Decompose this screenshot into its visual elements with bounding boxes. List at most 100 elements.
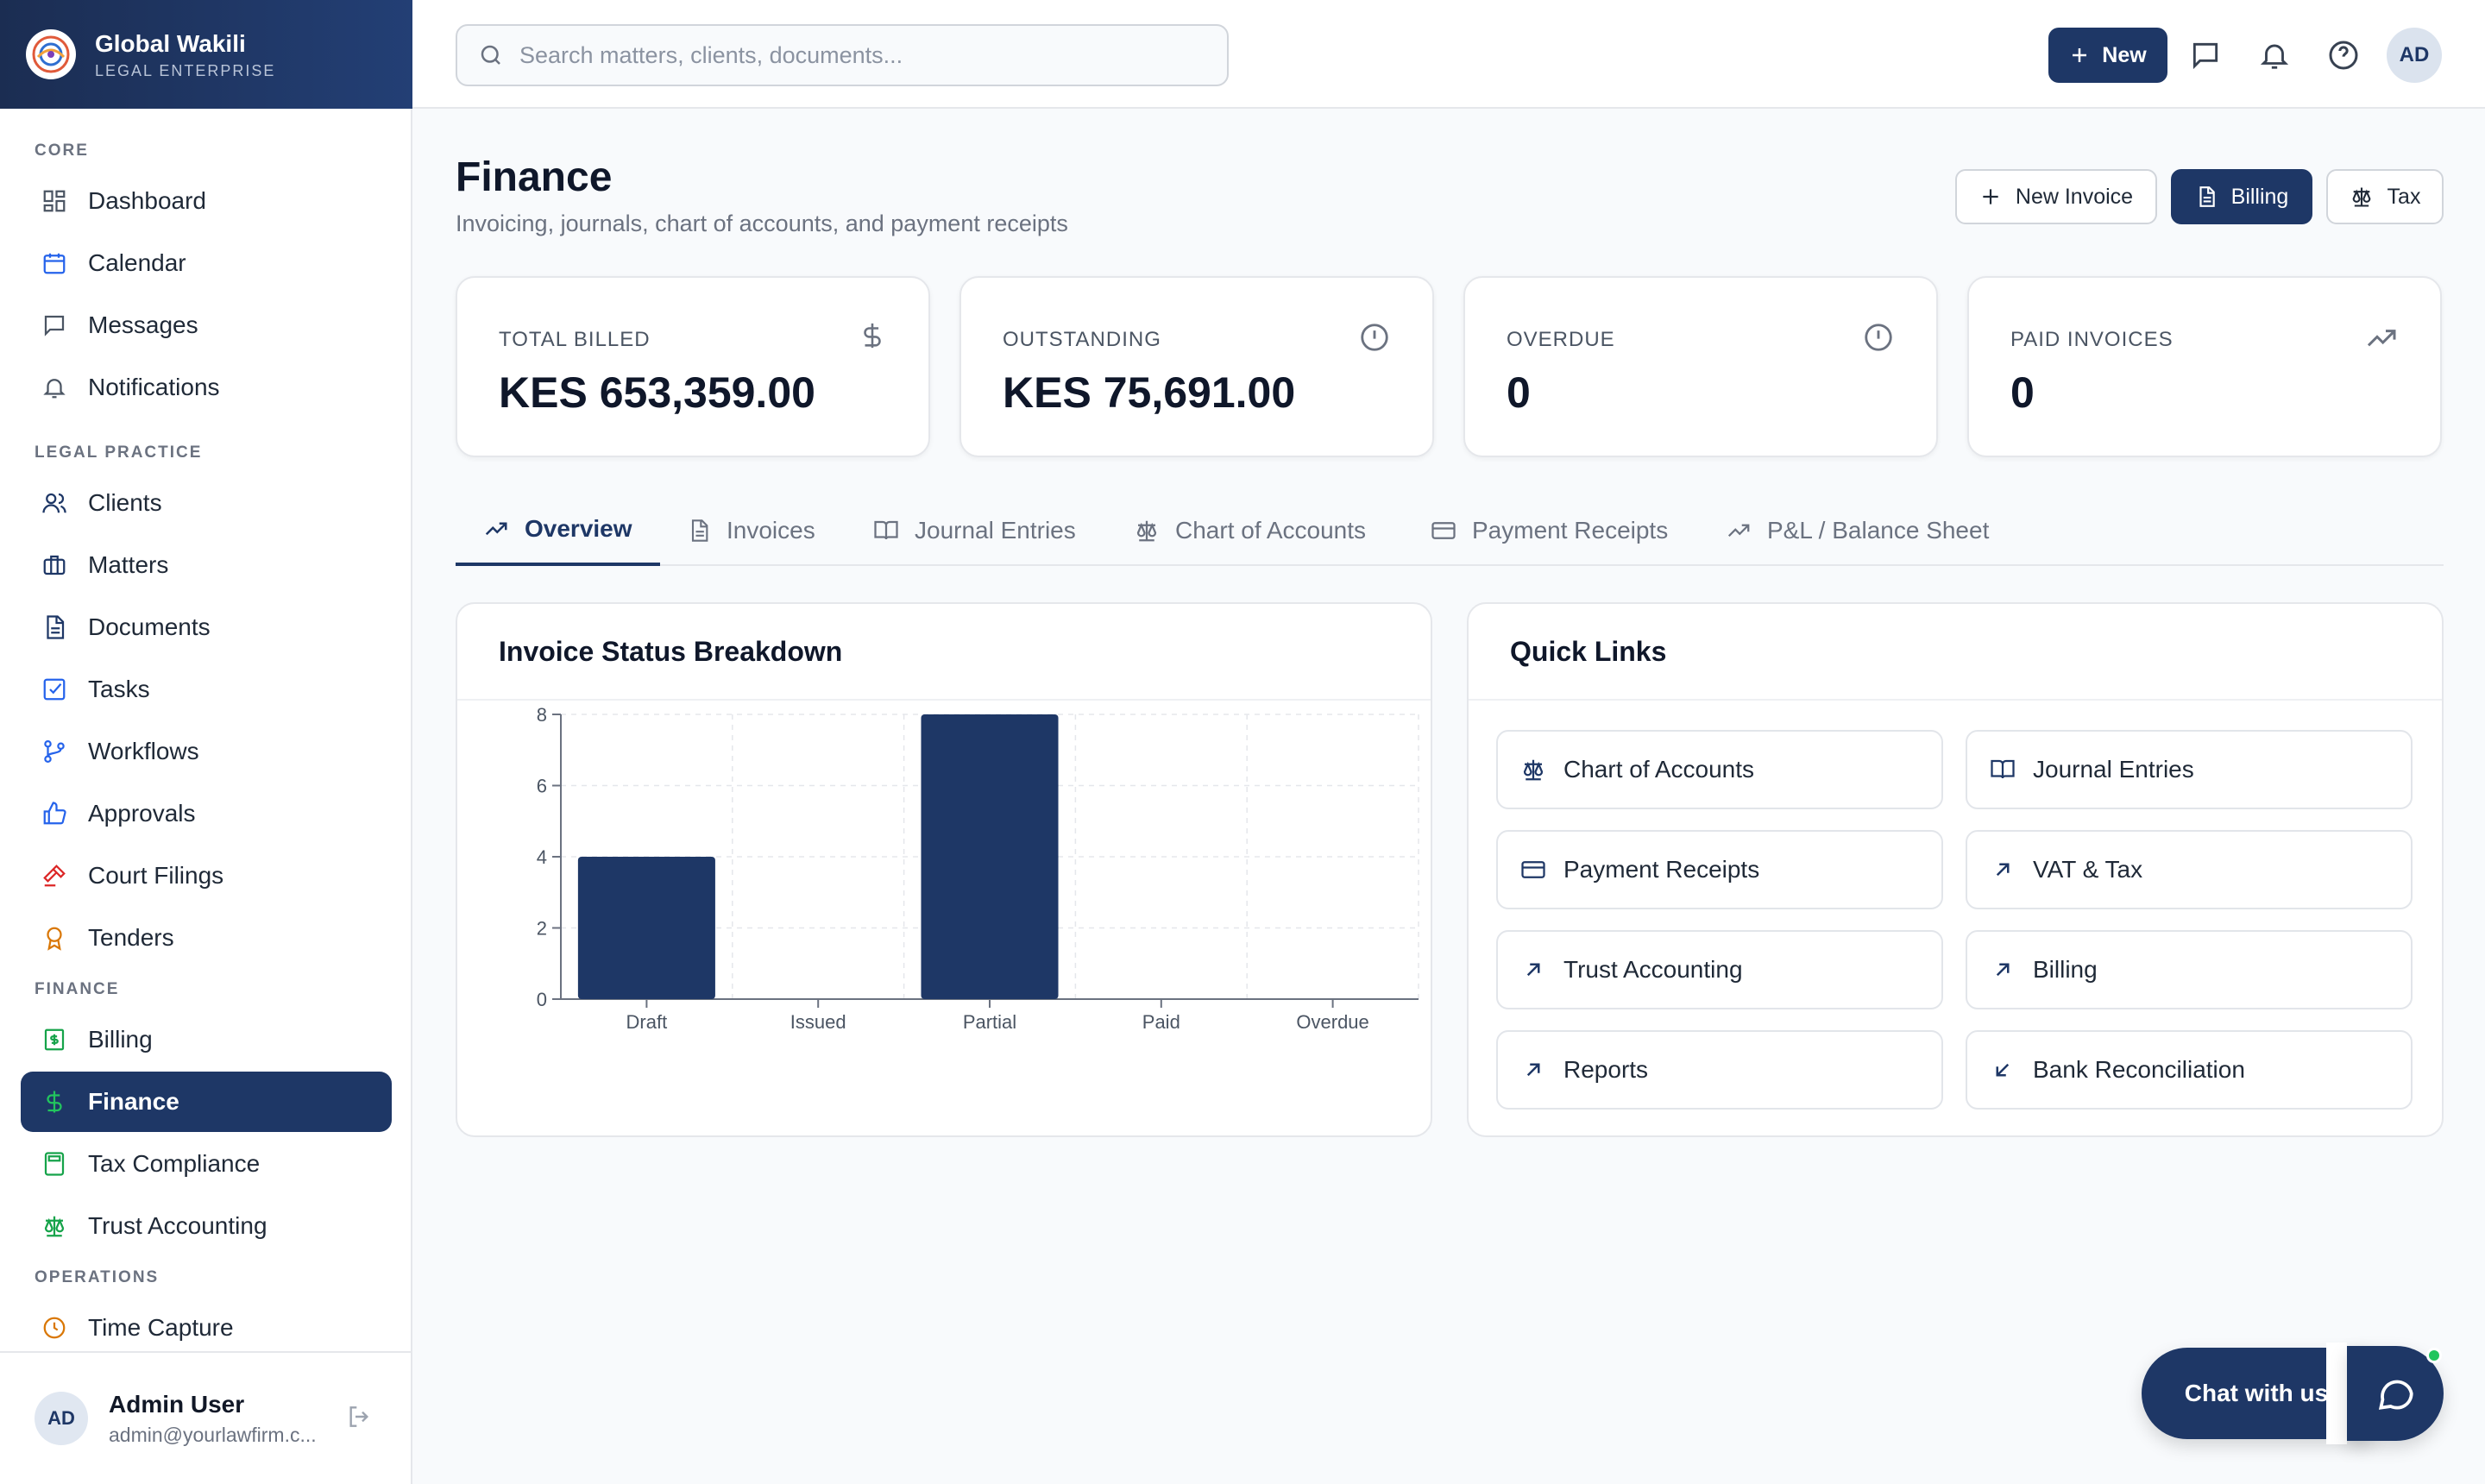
sidebar-item-court-filings[interactable]: Court Filings [21, 846, 392, 906]
section-core: CORE [35, 141, 89, 160]
search-input[interactable] [519, 41, 1192, 69]
sidebar-item-label: Approvals [88, 800, 196, 827]
stat-card-outstanding: OUTSTANDING KES 75,691.00 [959, 276, 1434, 457]
tax-button[interactable]: Tax [2326, 169, 2444, 224]
quick-link-billing[interactable]: Billing [1966, 930, 2413, 1009]
sidebar-item-label: Notifications [88, 374, 220, 400]
user-profile[interactable]: AD Admin User admin@yourlawfirm.c... [0, 1351, 412, 1484]
briefcase-icon [40, 550, 69, 580]
chat-divider [2326, 1343, 2347, 1444]
calculator-icon [40, 1149, 69, 1179]
tab-journal-entries[interactable]: Journal Entries [873, 495, 1076, 566]
tax-label: Tax [2387, 184, 2421, 209]
sidebar-item-time-capture[interactable]: Time Capture [21, 1298, 392, 1358]
sidebar-item-workflows[interactable]: Workflows [21, 721, 392, 782]
y-tick-label: 6 [537, 776, 547, 797]
branch-icon [40, 737, 69, 766]
stat-label: TOTAL BILLED [499, 328, 651, 351]
search-box[interactable] [456, 24, 1229, 86]
brand-name: Global Wakili [95, 29, 246, 57]
stat-value: KES 653,359.00 [499, 368, 815, 417]
tab-chart-of-accounts[interactable]: Chart of Accounts [1134, 495, 1366, 566]
sidebar-item-tenders[interactable]: Tenders [21, 908, 392, 968]
new-button-label: New [2102, 42, 2147, 67]
sidebar-item-label: Documents [88, 613, 211, 640]
sidebar-item-dashboard[interactable]: Dashboard [21, 171, 392, 231]
sidebar-item-billing[interactable]: Billing [21, 1009, 392, 1070]
quick-link-payment-receipts[interactable]: Payment Receipts [1496, 830, 1943, 909]
arrow-up-right-icon [1990, 857, 2033, 883]
new-invoice-label: New Invoice [2015, 184, 2134, 209]
tab-invoices[interactable]: Invoices [687, 495, 815, 566]
sidebar-item-documents[interactable]: Documents [21, 597, 392, 657]
stat-value: KES 75,691.00 [1003, 368, 1296, 417]
dollar-icon [40, 1087, 69, 1116]
y-tick-label: 8 [537, 704, 547, 726]
tab-pl-balance-sheet[interactable]: P&L / Balance Sheet [1726, 495, 1989, 566]
scale-icon [40, 1211, 69, 1241]
arrow-up-right-icon [1990, 957, 2033, 983]
arrow-up-right-icon [1520, 1057, 1563, 1083]
help-icon[interactable] [2325, 36, 2362, 74]
sidebar-item-tax-compliance[interactable]: Tax Compliance [21, 1134, 392, 1194]
document-icon [40, 613, 69, 642]
quick-link-reports[interactable]: Reports [1496, 1030, 1943, 1110]
tab-overview[interactable]: Overview [456, 495, 660, 566]
new-invoice-button[interactable]: New Invoice [1955, 169, 2157, 224]
bar-draft [577, 857, 715, 999]
sidebar-item-label: Tenders [88, 924, 174, 951]
avatar[interactable]: AD [2387, 28, 2442, 83]
card-icon [1520, 857, 1563, 883]
x-tick-label: Issued [790, 1011, 846, 1033]
document-icon [687, 519, 727, 543]
sidebar-item-label: Clients [88, 489, 162, 516]
quick-link-label: Trust Accounting [1563, 956, 1743, 983]
stat-card-paid-invoices: PAID INVOICES 0 [1967, 276, 2442, 457]
stat-value: 0 [1507, 368, 1531, 417]
stat-label: OVERDUE [1507, 328, 1615, 351]
sidebar-item-label: Matters [88, 551, 169, 578]
logo-icon [26, 29, 76, 79]
quick-link-chart-of-accounts[interactable]: Chart of Accounts [1496, 730, 1943, 809]
brand-header[interactable]: Global Wakili LEGAL ENTERPRISE [0, 0, 412, 109]
messages-icon[interactable] [2186, 36, 2224, 74]
sidebar-item-messages[interactable]: Messages [21, 295, 392, 355]
y-tick-label: 4 [537, 846, 547, 868]
stat-card-total-billed: TOTAL BILLED KES 653,359.00 [456, 276, 930, 457]
gavel-icon [40, 861, 69, 890]
sidebar-item-trust-accounting[interactable]: Trust Accounting [21, 1196, 392, 1256]
quick-link-vat-tax[interactable]: VAT & Tax [1966, 830, 2413, 909]
quick-link-trust-accounting[interactable]: Trust Accounting [1496, 930, 1943, 1009]
sidebar-item-label: Tax Compliance [88, 1150, 261, 1177]
quick-link-label: Journal Entries [2033, 756, 2194, 783]
new-button[interactable]: New [2048, 28, 2167, 83]
bell-icon [40, 373, 69, 402]
plus-icon [2069, 45, 2090, 66]
stat-value: 0 [2010, 368, 2035, 417]
tab-label: P&L / Balance Sheet [1767, 517, 1990, 544]
sidebar-item-label: Finance [88, 1088, 179, 1115]
chat-icon-button[interactable] [2347, 1346, 2444, 1441]
thumbs-up-icon [40, 799, 69, 828]
tab-payment-receipts[interactable]: Payment Receipts [1431, 495, 1668, 566]
sidebar-item-calendar[interactable]: Calendar [21, 233, 392, 293]
chat-bubble-icon [2374, 1372, 2417, 1415]
sidebar-item-approvals[interactable]: Approvals [21, 783, 392, 844]
quick-link-label: Payment Receipts [1563, 856, 1760, 883]
sidebar-item-clients[interactable]: Clients [21, 473, 392, 533]
sidebar-item-matters[interactable]: Matters [21, 535, 392, 595]
quick-link-journal-entries[interactable]: Journal Entries [1966, 730, 2413, 809]
sidebar: Global Wakili LEGAL ENTERPRISE CORE Dash… [0, 0, 412, 1484]
sidebar-item-tasks[interactable]: Tasks [21, 659, 392, 720]
bell-icon[interactable] [2255, 36, 2293, 74]
trending-up-icon [1726, 518, 1767, 544]
trending-up-icon [483, 516, 525, 542]
quick-link-label: Chart of Accounts [1563, 756, 1755, 783]
x-tick-label: Partial [963, 1011, 1016, 1033]
quick-link-bank-reconciliation[interactable]: Bank Reconciliation [1966, 1030, 2413, 1110]
card-icon [1431, 518, 1472, 544]
sidebar-item-notifications[interactable]: Notifications [21, 357, 392, 418]
logout-icon[interactable] [345, 1403, 373, 1431]
sidebar-item-finance[interactable]: Finance [21, 1072, 392, 1132]
billing-button[interactable]: Billing [2171, 169, 2312, 224]
